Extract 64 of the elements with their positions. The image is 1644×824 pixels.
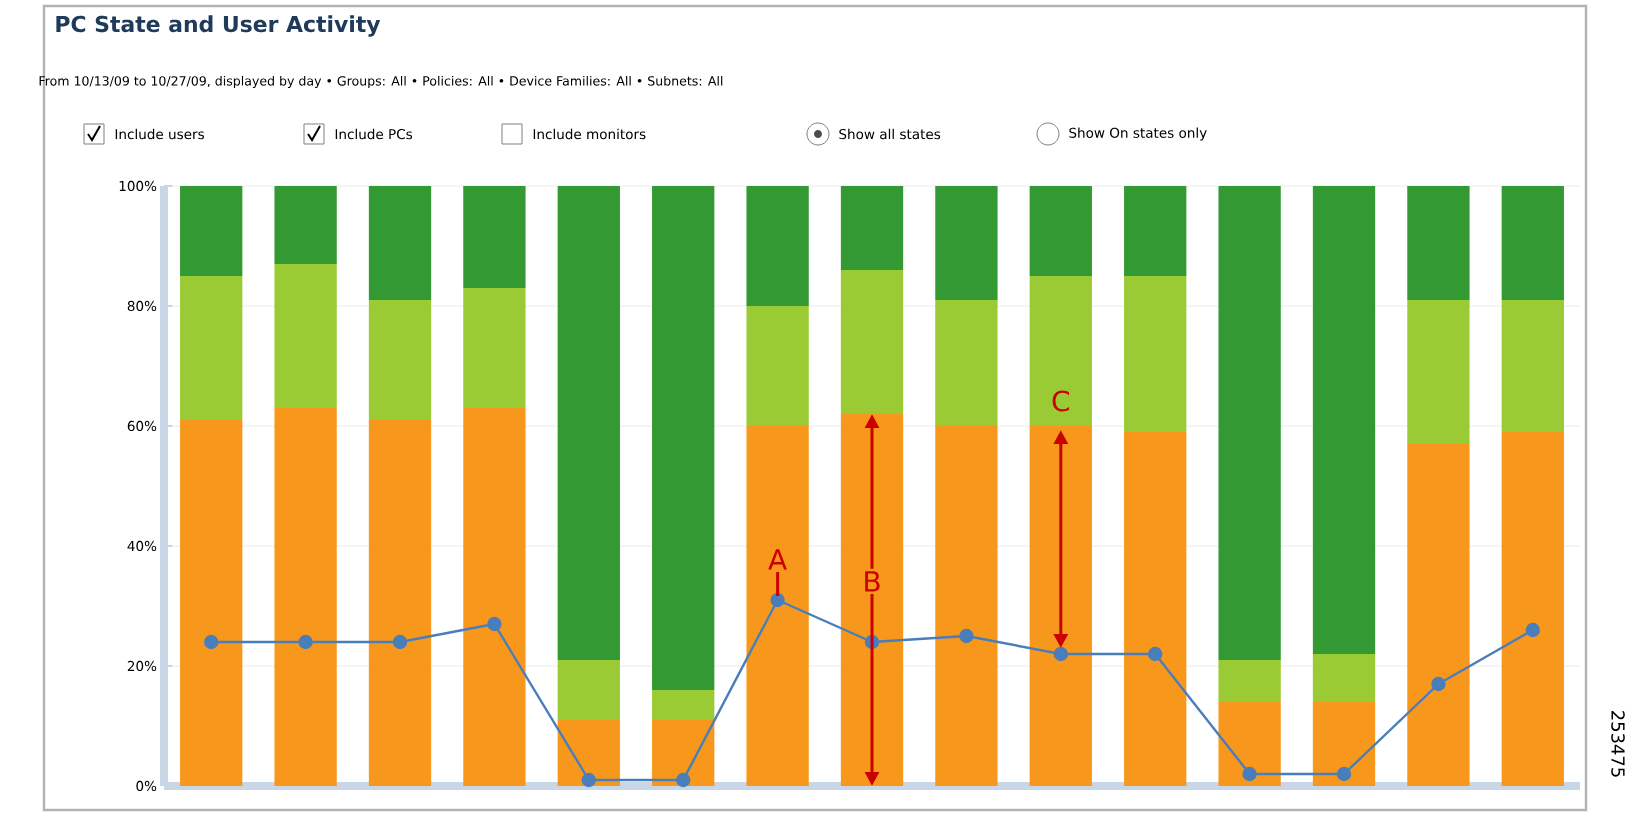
text: 253475 [1611,711,1625,777]
point [1242,766,1257,782]
bar [1407,299,1470,444]
annotation: A [768,549,787,570]
bar [935,299,998,426]
point [676,772,691,788]
bar [652,690,715,720]
point [298,634,313,650]
bar [463,407,526,786]
bar [368,185,432,300]
point [487,616,502,632]
bar [746,305,809,426]
bar [1124,275,1187,432]
bar [935,185,998,300]
bar [1029,275,1092,426]
point [1148,646,1163,662]
bar [1218,660,1281,702]
chart-title: PC State and User Activity [56,15,381,37]
point [1336,766,1352,782]
bar [935,425,998,786]
bar [1312,654,1376,702]
bar [368,419,432,786]
bar [1029,185,1092,276]
bar [1407,444,1470,786]
bar [557,720,620,786]
bar [557,185,620,660]
point [581,772,596,788]
annotation: C [1052,390,1070,412]
bar [1312,185,1376,654]
bar [368,299,432,420]
bar [557,660,620,720]
bar [1407,185,1470,300]
point [1431,676,1446,692]
bar [180,419,243,786]
bar [652,185,715,690]
bar [274,263,337,408]
bar [1501,299,1564,432]
bar [180,185,243,276]
point [204,634,219,650]
point [1053,646,1069,662]
point [1525,622,1541,638]
bar [1124,431,1187,786]
point [392,634,408,650]
bar [652,720,715,786]
bar [746,185,809,306]
bar [274,407,337,786]
bar [840,413,904,786]
bar [274,185,337,264]
bar [1029,425,1092,786]
annotation: B [865,571,880,592]
bar [1218,702,1281,786]
point [959,628,974,644]
bar [746,425,809,786]
bar [180,275,243,420]
bar [840,269,904,414]
bar [463,185,526,288]
bar [1312,702,1376,786]
bar [1218,185,1281,660]
bar [1124,185,1187,276]
point [770,592,785,608]
bar [463,287,526,408]
bar [840,185,904,270]
bar [1501,431,1564,786]
bar [1501,185,1564,300]
